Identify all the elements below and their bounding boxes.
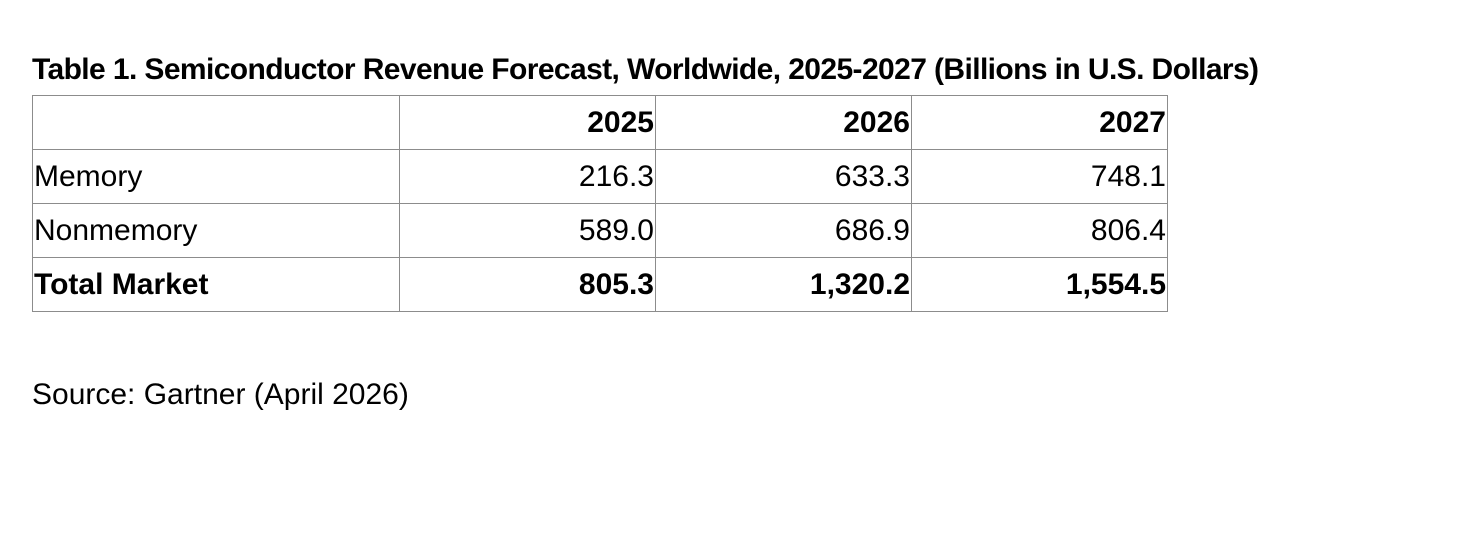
revenue-forecast-table: 2025 2026 2027 Memory 216.3 633.3 748.1 … (32, 95, 1168, 312)
header-cell-label (32, 95, 400, 150)
table-title: Table 1. Semiconductor Revenue Forecast,… (32, 53, 1259, 86)
table-row-total-market: Total Market 805.3 1,320.2 1,554.5 (32, 257, 1168, 312)
cell-value: 686.9 (655, 203, 912, 258)
row-label: Memory (32, 149, 400, 204)
header-cell-2027: 2027 (911, 95, 1168, 150)
cell-value: 216.3 (399, 149, 656, 204)
cell-value: 748.1 (911, 149, 1168, 204)
row-label: Total Market (32, 257, 400, 312)
row-label: Nonmemory (32, 203, 400, 258)
cell-value: 1,554.5 (911, 257, 1168, 312)
cell-value: 805.3 (399, 257, 656, 312)
cell-value: 633.3 (655, 149, 912, 204)
table-header-row: 2025 2026 2027 (32, 95, 1168, 150)
cell-value: 1,320.2 (655, 257, 912, 312)
table-row-nonmemory: Nonmemory 589.0 686.9 806.4 (32, 203, 1168, 258)
header-cell-2026: 2026 (655, 95, 912, 150)
cell-value: 806.4 (911, 203, 1168, 258)
table-row-memory: Memory 216.3 633.3 748.1 (32, 149, 1168, 204)
header-cell-2025: 2025 (399, 95, 656, 150)
source-note: Source: Gartner (April 2026) (32, 378, 409, 411)
cell-value: 589.0 (399, 203, 656, 258)
